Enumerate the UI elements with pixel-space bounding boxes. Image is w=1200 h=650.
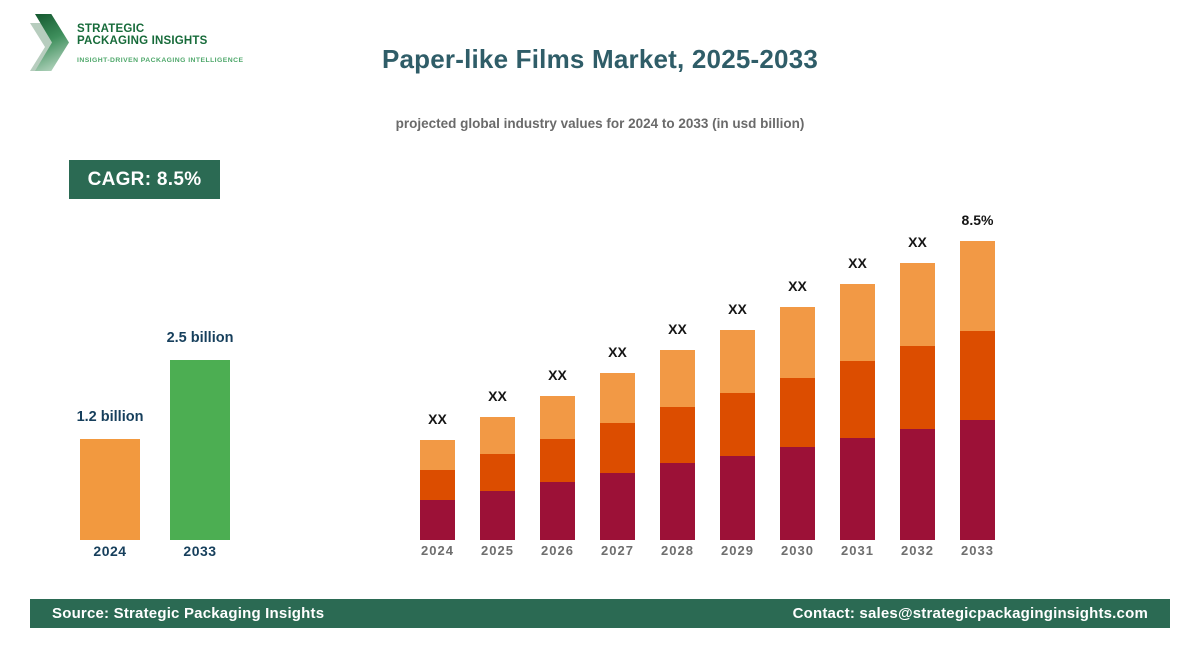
projection-year-label: 2028 [661, 543, 694, 558]
projection-bar-2027 [600, 373, 635, 540]
projection-bar-group-2033: 8.5% 2033 [960, 212, 995, 560]
projection-bar-group-2024: XX 2024 [420, 411, 455, 560]
projection-segment-middle [420, 470, 455, 500]
projection-value-label: XX [608, 344, 627, 360]
projection-bar-2024 [420, 440, 455, 540]
projection-bar-2030 [780, 307, 815, 540]
footer-bar: Source: Strategic Packaging Insights Con… [30, 599, 1170, 628]
projection-segment-top [660, 350, 695, 407]
projection-segment-bottom [540, 482, 575, 540]
projection-year-label: 2027 [601, 543, 634, 558]
double-chevron-right-icon [30, 14, 70, 72]
projection-bar-2028 [660, 350, 695, 540]
projection-value-label: XX [428, 411, 447, 427]
projection-value-label: XX [548, 367, 567, 383]
summary-bar-2024 [80, 439, 140, 540]
projection-segment-bottom [720, 456, 755, 540]
projection-bar-group-2027: XX 2027 [600, 344, 635, 560]
projection-chart: XX 2024 XX 2025 XX 2026 XX 2027 XX 2028 XX 2029 XX 20… [420, 212, 995, 560]
projection-value-label: XX [788, 278, 807, 294]
projection-bar-group-2029: XX 2029 [720, 301, 755, 560]
projection-segment-top [420, 440, 455, 470]
summary-bar-group-2033: 2.5 billion 2033 [167, 330, 234, 560]
projection-year-label: 2033 [961, 543, 994, 558]
projection-segment-middle [660, 407, 695, 463]
summary-bar-group-2024: 1.2 billion 2024 [77, 409, 144, 560]
projection-value-label: XX [668, 321, 687, 337]
logo-line-2: PACKAGING INSIGHTS [77, 35, 208, 47]
projection-segment-middle [480, 454, 515, 491]
summary-bar-2033 [170, 360, 230, 540]
projection-segment-middle [720, 393, 755, 456]
projection-year-label: 2031 [841, 543, 874, 558]
projection-segment-middle [960, 331, 995, 420]
page-subtitle: projected global industry values for 202… [395, 116, 805, 131]
projection-segment-bottom [960, 420, 995, 540]
projection-year-label: 2026 [541, 543, 574, 558]
projection-bar-group-2030: XX 2030 [780, 278, 815, 560]
projection-segment-top [840, 284, 875, 361]
projection-bar-group-2031: XX 2031 [840, 255, 875, 560]
projection-segment-top [960, 241, 995, 331]
projection-segment-top [480, 417, 515, 454]
logo: STRATEGIC PACKAGING INSIGHTS INSIGHT-DRI… [30, 14, 243, 72]
projection-bar-2033 [960, 241, 995, 540]
projection-segment-bottom [420, 500, 455, 540]
projection-value-label: 8.5% [961, 212, 994, 228]
logo-tagline: INSIGHT-DRIVEN PACKAGING INTELLIGENCE [77, 57, 244, 64]
projection-year-label: 2032 [901, 543, 934, 558]
projection-segment-middle [900, 346, 935, 429]
projection-year-label: 2024 [421, 543, 454, 558]
projection-value-label: XX [728, 301, 747, 317]
projection-bar-group-2028: XX 2028 [660, 321, 695, 560]
projection-year-label: 2030 [781, 543, 814, 558]
projection-segment-bottom [480, 491, 515, 540]
projection-segment-bottom [900, 429, 935, 540]
projection-segment-bottom [780, 447, 815, 540]
projection-year-label: 2025 [481, 543, 514, 558]
summary-value-label: 2.5 billion [166, 330, 234, 346]
projection-segment-middle [780, 378, 815, 447]
projection-segment-bottom [660, 463, 695, 540]
projection-bar-group-2032: XX 2032 [900, 234, 935, 560]
projection-segment-top [600, 373, 635, 423]
summary-value-label: 1.2 billion [76, 409, 144, 425]
projection-year-label: 2029 [721, 543, 754, 558]
projection-bar-group-2026: XX 2026 [540, 367, 575, 560]
projection-segment-top [540, 396, 575, 439]
projection-bar-2029 [720, 330, 755, 540]
projection-segment-bottom [600, 473, 635, 540]
projection-segment-top [900, 263, 935, 346]
summary-year-label: 2024 [93, 543, 127, 559]
logo-line-1: STRATEGIC [77, 23, 145, 35]
summary-chart: 1.2 billion 2024 2.5 billion 2033 [77, 330, 234, 560]
projection-segment-top [720, 330, 755, 393]
projection-segment-middle [600, 423, 635, 473]
projection-segment-bottom [840, 438, 875, 540]
footer-contact: Contact: sales@strategicpackaginginsight… [792, 605, 1148, 622]
logo-text: STRATEGIC PACKAGING INSIGHTS INSIGHT-DRI… [77, 14, 243, 72]
footer-source: Source: Strategic Packaging Insights [52, 605, 325, 622]
page-title: Paper-like Films Market, 2025-2033 [381, 44, 819, 74]
projection-bar-2026 [540, 396, 575, 540]
projection-value-label: XX [908, 234, 927, 250]
projection-value-label: XX [488, 388, 507, 404]
projection-bar-2025 [480, 417, 515, 540]
summary-year-label: 2033 [183, 543, 217, 559]
projection-bar-2032 [900, 263, 935, 540]
projection-segment-middle [840, 361, 875, 438]
cagr-badge: CAGR: 8.5% [69, 160, 220, 199]
projection-bar-group-2025: XX 2025 [480, 388, 515, 560]
projection-value-label: XX [848, 255, 867, 271]
projection-segment-middle [540, 439, 575, 482]
projection-segment-top [780, 307, 815, 378]
projection-bar-2031 [840, 284, 875, 540]
